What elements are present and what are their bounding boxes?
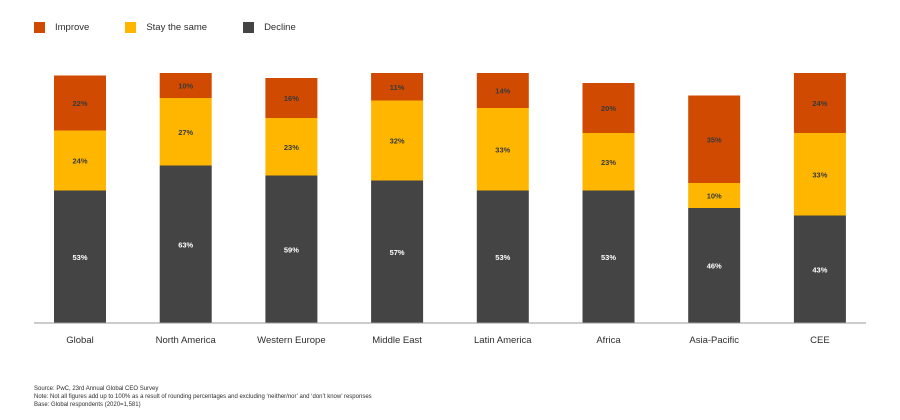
x-tick-label-africa: Africa [596, 335, 621, 346]
bar-segment-improve-cee [793, 73, 846, 133]
x-tick-label-north-america: North America [156, 335, 217, 346]
bar-segment-decline-latin-america [476, 190, 529, 323]
data-label-decline-latin-america: 53% [495, 253, 510, 262]
legend: Improve Stay the same Decline [34, 22, 296, 33]
legend-item-stay-the-same: Stay the same [125, 22, 207, 33]
x-tick-label-middle-east: Middle East [372, 335, 422, 346]
bar-segment-improve-latin-america [476, 73, 529, 108]
bar-segment-stay-the-same-africa [582, 133, 635, 191]
legend-item-improve: Improve [34, 22, 89, 33]
data-label-stay-the-same-north-america: 27% [178, 128, 193, 137]
data-label-decline-north-america: 63% [178, 240, 193, 249]
bar-segment-stay-the-same-middle-east [371, 100, 424, 181]
legend-swatch-decline [243, 22, 255, 33]
bar-segment-stay-the-same-latin-america [476, 108, 529, 191]
bar-segment-improve-africa [582, 83, 635, 133]
bar-segment-stay-the-same-western-europe [265, 118, 318, 176]
bar-segment-decline-asia-pacific [688, 208, 741, 323]
footer-note: Note: Not all figures add up to 100% as … [34, 394, 372, 400]
x-tick-label-asia-pacific: Asia-Pacific [689, 335, 739, 346]
data-label-stay-the-same-western-europe: 23% [284, 143, 299, 152]
x-tick-label-cee: CEE [810, 335, 830, 346]
footer-base: Base: Global respondents (2020=1,581) [34, 402, 141, 408]
legend-item-decline: Decline [243, 22, 296, 33]
legend-swatch-stay-the-same [125, 22, 137, 33]
legend-label-stay-the-same: Stay the same [146, 22, 208, 33]
legend-swatch-improve [34, 22, 45, 33]
bar-segment-decline-western-europe [265, 175, 318, 323]
legend-label-improve: Improve [55, 22, 90, 33]
data-label-stay-the-same-africa: 23% [601, 158, 616, 167]
data-label-improve-western-europe: 16% [284, 94, 299, 103]
bar-segment-decline-global [54, 190, 106, 323]
data-label-improve-cee: 24% [812, 99, 827, 108]
bar-segment-improve-asia-pacific [688, 95, 741, 183]
bar-segment-improve-western-europe [265, 78, 318, 118]
legend-label-decline: Decline [264, 22, 296, 33]
data-label-improve-north-america: 10% [178, 82, 193, 91]
data-label-decline-global: 53% [72, 253, 87, 262]
data-label-stay-the-same-latin-america: 33% [495, 145, 510, 154]
footer-source: Source: PwC, 23rd Annual Global CEO Surv… [34, 386, 159, 392]
data-label-stay-the-same-global: 24% [72, 157, 87, 166]
bar-segment-decline-africa [582, 190, 635, 323]
x-tick-label-western-europe: Western Europe [257, 335, 325, 346]
data-label-decline-asia-pacific: 46% [707, 262, 722, 271]
data-label-improve-asia-pacific: 35% [707, 135, 722, 144]
data-label-improve-latin-america: 14% [495, 87, 510, 96]
data-label-stay-the-same-asia-pacific: 10% [707, 192, 722, 201]
data-label-improve-middle-east: 11% [390, 83, 405, 92]
bar-segment-stay-the-same-global [54, 130, 106, 191]
data-label-stay-the-same-cee: 33% [812, 170, 827, 179]
data-label-decline-africa: 53% [601, 253, 616, 262]
bar-segment-improve-middle-east [371, 73, 424, 101]
bar-segment-stay-the-same-asia-pacific [688, 183, 741, 208]
bar-segment-stay-the-same-cee [793, 133, 846, 216]
data-label-decline-western-europe: 59% [284, 245, 299, 254]
footer: Source: PwC, 23rd Annual Global CEO Surv… [34, 385, 372, 409]
bar-segment-decline-north-america [159, 165, 212, 323]
x-tick-label-global: Global [66, 335, 93, 346]
data-label-improve-africa: 20% [601, 104, 616, 113]
bar-segment-stay-the-same-north-america [159, 98, 212, 166]
bar-segment-improve-north-america [159, 73, 212, 98]
data-label-stay-the-same-middle-east: 32% [390, 137, 405, 146]
x-tick-label-latin-america: Latin America [474, 335, 532, 346]
bar-segment-improve-global [54, 75, 106, 131]
data-label-decline-middle-east: 57% [390, 248, 405, 257]
bar-segment-decline-cee [793, 215, 846, 323]
bar-segment-decline-middle-east [371, 180, 424, 323]
data-label-improve-global: 22% [72, 99, 87, 108]
data-label-decline-cee: 43% [812, 265, 827, 274]
